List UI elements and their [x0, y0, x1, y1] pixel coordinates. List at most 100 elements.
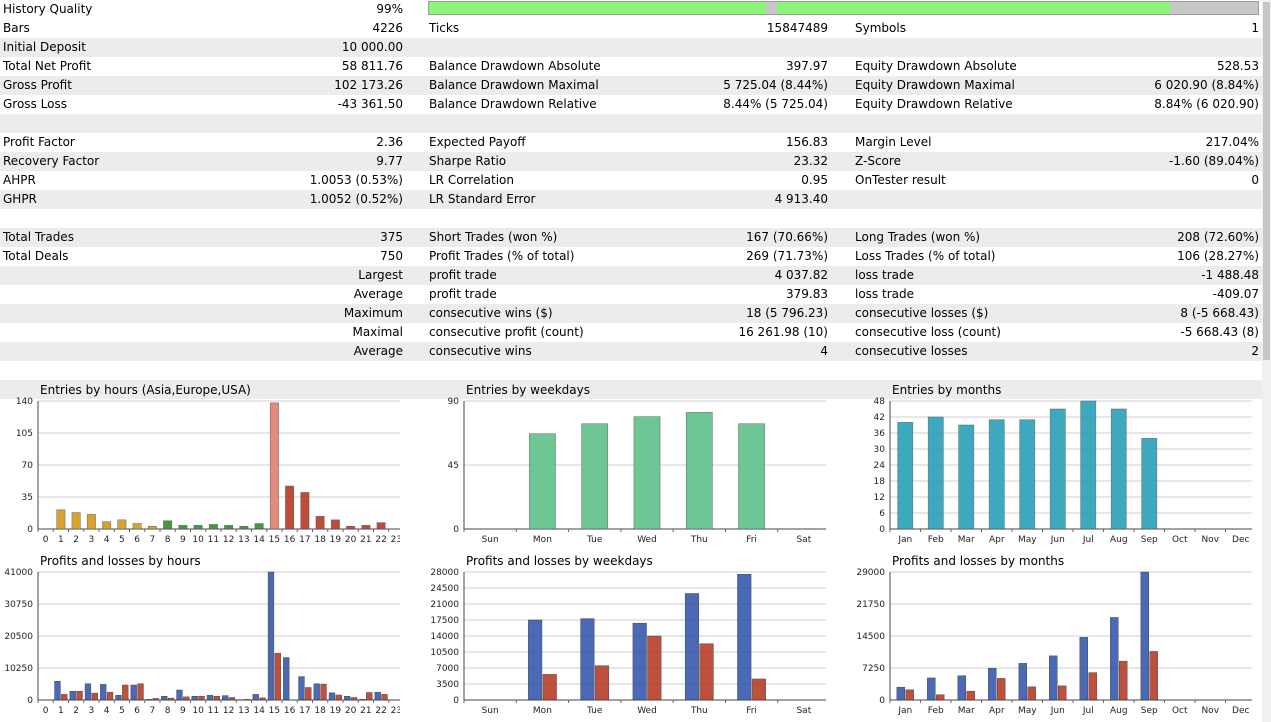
profit-bar: [737, 574, 752, 701]
y-tick-label: 14000: [430, 632, 459, 642]
x-tick-label: Sun: [482, 706, 499, 716]
stat-value: [638, 209, 828, 228]
profit-bar: [344, 696, 351, 701]
x-tick-label: 18: [314, 535, 326, 545]
x-tick-label: Jun: [1050, 535, 1065, 545]
x-tick-label: 9: [180, 706, 186, 716]
stat-value: 16 261.98 (10): [738, 325, 828, 339]
y-tick-label: 35: [22, 493, 33, 503]
profit-bar: [313, 683, 320, 701]
x-tick-label: Sep: [1141, 535, 1158, 545]
x-tick-label: 21: [360, 706, 371, 716]
stat-value: [1069, 361, 1259, 380]
stat-value: 18 (5 796.23): [746, 306, 828, 320]
x-tick-label: 7: [150, 535, 156, 545]
y-tick-label: 10500: [430, 648, 459, 658]
bar: [1110, 408, 1127, 530]
bar: [208, 524, 218, 530]
stats-row: Gross Profit 102 173.26 Balance Drawdown M…: [0, 76, 1262, 95]
x-tick-label: 12: [223, 706, 234, 716]
stat-value: 15847489: [766, 21, 828, 35]
bar: [285, 485, 295, 530]
stat-value: [1069, 114, 1259, 133]
y-tick-label: 30: [874, 445, 886, 455]
x-tick-label: 17: [299, 706, 310, 716]
stat-value: 8.44% (5 725.04): [723, 97, 828, 111]
stats-row: Recovery Factor 9.77 Sharpe Ratio 23.32 Z-Sc…: [0, 152, 1262, 171]
stat-value: 397.97: [786, 59, 828, 73]
stat-label: Z-Score: [855, 154, 901, 168]
x-tick-label: Oct: [1172, 706, 1188, 716]
stat-value: 9.77: [376, 154, 403, 168]
stat-value: 8.84% (6 020.90): [1154, 97, 1259, 111]
loss-bar: [152, 698, 159, 701]
bar: [529, 433, 556, 530]
x-tick-label: 15: [269, 706, 280, 716]
stats-row: Average profit trade 379.83 loss trade -409.…: [0, 285, 1262, 304]
loss-bar: [274, 652, 281, 701]
stat-value: 269 (71.73%): [746, 249, 828, 263]
stat-value: 106 (28.27%): [1177, 249, 1259, 263]
x-tick-label: Mar: [958, 706, 975, 716]
loss-bar: [1088, 672, 1097, 701]
scrollbar-thumb[interactable]: [1263, 2, 1270, 360]
profit-bar: [84, 683, 92, 701]
history-quality-bar-fill: [777, 2, 1170, 14]
x-tick-label: 23: [391, 706, 400, 716]
profit-bar: [252, 694, 259, 701]
stat-value: 217.04%: [1205, 135, 1259, 149]
stat-label: Profit Factor: [3, 135, 75, 149]
chart-title: Entries by months: [892, 383, 1002, 397]
loss-bar: [167, 697, 175, 701]
stats-row: [0, 380, 1262, 399]
stat-label: Loss Trades (% of total): [855, 249, 996, 263]
stat-label: Ticks: [429, 21, 460, 35]
x-tick-label: Sep: [1141, 706, 1158, 716]
x-tick-label: 19: [330, 706, 342, 716]
x-tick-label: 4: [104, 535, 110, 545]
x-tick-label: 2: [73, 535, 79, 545]
x-tick-label: 11: [208, 535, 219, 545]
stat-label: Expected Payoff: [429, 135, 526, 149]
stat-value: 2: [1251, 344, 1259, 358]
bar: [224, 525, 234, 530]
x-tick-label: Dec: [1232, 535, 1249, 545]
stat-label: consecutive losses ($): [855, 306, 989, 320]
x-tick-label: Mar: [958, 535, 975, 545]
stat-value: -1 488.48: [1201, 268, 1259, 282]
x-tick-label: Jul: [1082, 706, 1094, 716]
stat-value: -409.07: [1212, 287, 1259, 301]
history-quality-value: 99%: [376, 2, 403, 16]
stats-row: GHPR 1.0052 (0.52%) LR Standard Error 4 913…: [0, 190, 1262, 209]
stats-row: [0, 209, 1262, 228]
bar: [1049, 408, 1066, 530]
stat-value: -1.60 (89.04%): [1169, 154, 1259, 168]
x-tick-label: 20: [345, 706, 357, 716]
stat-value: Maximal: [352, 325, 403, 339]
x-tick-label: 16: [284, 535, 296, 545]
y-tick-label: 10250: [4, 664, 33, 674]
loss-bar: [305, 687, 312, 701]
stat-label: Balance Drawdown Relative: [429, 97, 597, 111]
stats-row: Profit Factor 2.36 Expected Payoff 156.83 Ma…: [0, 133, 1262, 152]
stat-label: Equity Drawdown Relative: [855, 97, 1013, 111]
stat-value: Maximum: [343, 306, 403, 320]
bar: [163, 520, 173, 530]
y-tick-label: 0: [453, 525, 459, 535]
chart-title: Entries by weekdays: [466, 383, 590, 397]
stat-value: 1.0052 (0.52%): [309, 192, 403, 206]
bar: [897, 422, 914, 530]
chart: Profits and losses by hours 0 10250 20500 30…: [0, 554, 400, 722]
y-tick-label: 0: [27, 525, 33, 535]
profit-bar: [176, 689, 183, 701]
bar: [102, 521, 112, 530]
vertical-scrollbar[interactable]: [1262, 0, 1271, 722]
stat-value: [213, 361, 403, 380]
profit-bar: [298, 676, 305, 701]
stats-row: Largest profit trade 4 037.82 loss trade -1 …: [0, 266, 1262, 285]
loss-bar: [137, 683, 144, 701]
x-tick-label: 10: [192, 706, 204, 716]
x-tick-label: Mon: [533, 706, 552, 716]
x-tick-label: 16: [284, 706, 296, 716]
